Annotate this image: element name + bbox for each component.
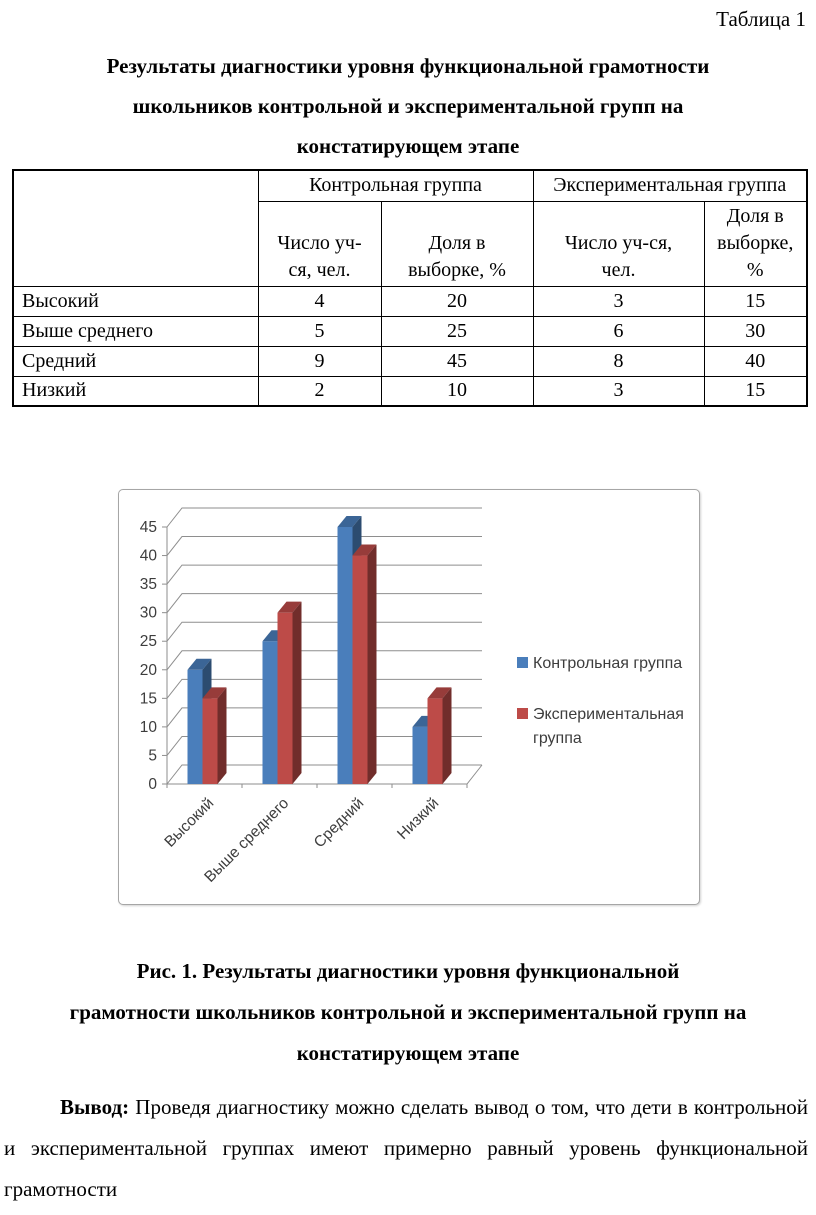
x-category-label: Низкий [394, 795, 442, 843]
cell-value: 2 [257, 375, 382, 407]
y-tick-label: 40 [140, 548, 158, 565]
cell-value: 40 [703, 345, 808, 377]
bar-3d [277, 601, 302, 784]
cell-value: 5 [257, 315, 382, 347]
document-heading: Результаты диагностики уровня функционал… [106, 54, 710, 158]
subheader-control-share: Доля в выборке, % [380, 200, 534, 287]
group-header-control: Контрольная группа [257, 169, 534, 202]
bars [187, 516, 452, 784]
x-category-label: Средний [311, 795, 368, 852]
y-tick-label: 35 [140, 576, 157, 593]
y-tick-label: 20 [140, 662, 158, 679]
y-tick-label: 45 [140, 519, 157, 536]
table-group-header-row: Контрольная группа Экспериментальная гру… [12, 169, 808, 287]
cell-value: 10 [380, 375, 534, 407]
x-category-label: Высокий [161, 795, 217, 851]
cell-value: 4 [257, 285, 382, 317]
conclusion-label: Вывод: [60, 1095, 130, 1119]
bar-3d [427, 687, 452, 784]
chart-figure: 0 5 10 15 20 25 30 35 40 45 Высокий Выше среднего Ср… [118, 489, 700, 905]
cell-value: 45 [380, 345, 534, 377]
legend-swatch [517, 657, 528, 668]
cell-value: 9 [257, 345, 382, 377]
cell-value: 8 [532, 345, 705, 377]
cell-value: 20 [380, 285, 534, 317]
y-tick-label: 15 [140, 690, 157, 707]
bar-3d [202, 687, 227, 784]
cell-value: 6 [532, 315, 705, 347]
row-label: Высокий [12, 285, 259, 317]
row-label: Низкий [12, 375, 259, 407]
cell-value: 3 [532, 285, 705, 317]
table-label: Таблица 1 [716, 7, 806, 31]
conclusion-paragraph: Вывод: Проведя диагностику можно сделать… [4, 1087, 808, 1210]
group-header-experimental: Экспериментальная группа [532, 169, 808, 202]
chart-legend: Контрольная группа Экспериментальная групп… [517, 655, 684, 747]
chart-grid [162, 507, 483, 788]
legend-swatch [517, 708, 528, 719]
subheader-exp-count: Число уч-ся, чел. [532, 200, 705, 287]
table-row: Высокий 4 20 3 15 [12, 285, 808, 317]
subheader-exp-share: Доля в выборке, % [703, 200, 808, 287]
y-tick-label: 10 [140, 719, 158, 736]
table-subheader-row: Число уч- ся, чел. Доля в выборке, % Чис… [13, 200, 808, 287]
y-tick-label: 30 [140, 605, 158, 622]
corner-cell [12, 169, 259, 287]
cell-value: 25 [380, 315, 534, 347]
bar-3d [352, 544, 377, 784]
cell-value: 30 [703, 315, 808, 347]
cell-value: 15 [703, 285, 808, 317]
table-row: Низкий 2 10 3 15 [12, 375, 808, 407]
subheader-control-count: Число уч- ся, чел. [257, 200, 382, 287]
results-table: Контрольная группа Экспериментальная гру… [12, 169, 808, 407]
conclusion-text: Проведя диагностику можно сделать вывод … [4, 1095, 808, 1201]
figure-caption: Рис. 1. Результаты диагностики уровня фу… [69, 959, 747, 1065]
cell-value: 3 [532, 375, 705, 407]
y-tick-label: 5 [148, 747, 157, 764]
row-label: Средний [12, 345, 259, 377]
cell-value: 15 [703, 375, 808, 407]
row-label: Выше среднего [12, 315, 259, 347]
y-tick-label: 25 [140, 633, 157, 650]
table-row: Выше среднего 5 25 6 30 [12, 315, 808, 347]
legend-label: Контрольная группа [533, 655, 682, 672]
y-axis-labels: 0 5 10 15 20 25 30 35 40 45 [140, 519, 158, 793]
y-tick-label: 0 [148, 776, 157, 793]
table-row: Средний 9 45 8 40 [12, 345, 808, 377]
legend-label: Экспериментальная группа [533, 706, 684, 747]
